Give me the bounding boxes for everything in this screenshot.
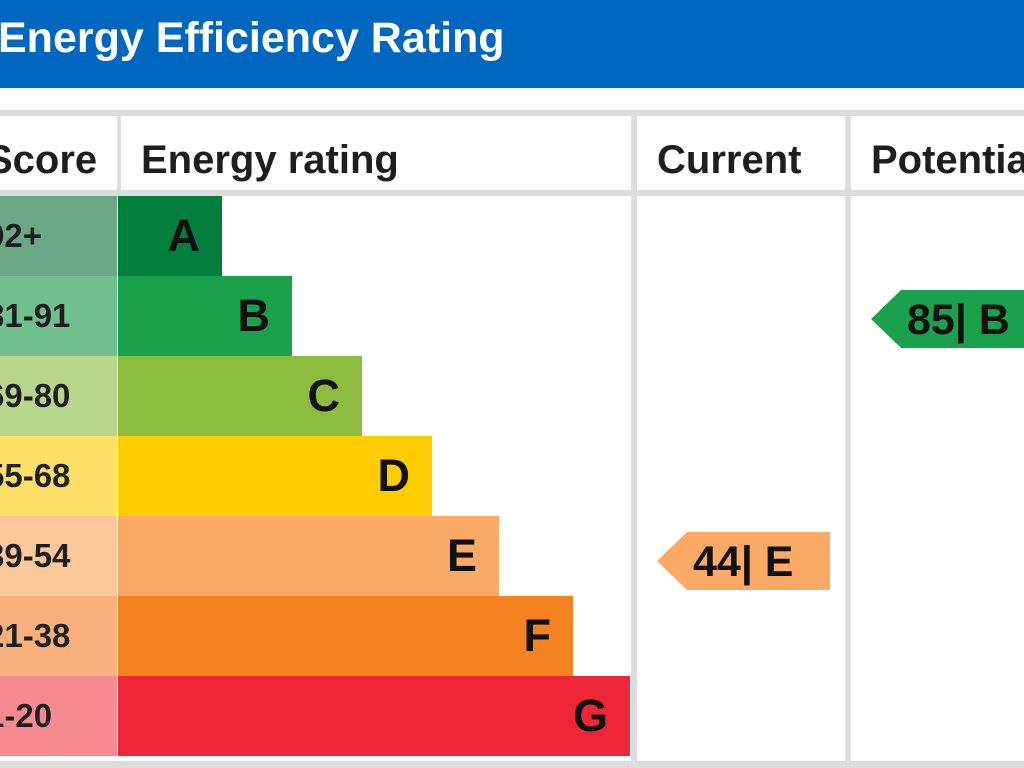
band-bar-c: C [118, 356, 362, 436]
band-bar-d: D [118, 436, 432, 516]
current-header-cell: Current [637, 116, 845, 190]
chart-title: Energy Efficiency Rating [0, 14, 505, 62]
score-range-e: 39-54 [0, 516, 117, 596]
band-bar-a: A [118, 196, 222, 276]
score-range-d: 55-68 [0, 436, 117, 516]
score-range-b: 81-91 [0, 276, 117, 356]
score-range-label: 39-54 [0, 537, 71, 574]
band-bar-f: F [118, 596, 573, 676]
potential-header-cell: Potential [851, 116, 1024, 190]
score-range-label: 55-68 [0, 457, 71, 494]
band-bar-b: B [118, 276, 292, 356]
current-marker: 44| E [657, 532, 830, 590]
score-header: Score [0, 138, 98, 182]
score-range-f: 21-38 [0, 596, 117, 676]
potential-column: 85| B [851, 196, 1024, 761]
score-range-label: 21-38 [0, 617, 71, 654]
potential-arrow [871, 290, 1024, 348]
band-bar-g: G [118, 676, 630, 756]
score-range-label: 1-20 [0, 697, 53, 734]
rating-header-cell: Energy rating [121, 116, 631, 190]
score-range-c: 69-80 [0, 356, 117, 436]
bands-area: 92+ A 81-91 B 69-80 C 55-68 D 39-54 E 21-38 F 1-20 G [0, 196, 631, 761]
potential-header: Potential [871, 138, 1024, 182]
score-header-cell: Score [0, 116, 117, 190]
current-column: 44| E [637, 196, 845, 761]
current-header: Current [657, 138, 802, 182]
score-range-label: 69-80 [0, 377, 71, 414]
score-range-g: 1-20 [0, 676, 117, 756]
current-label: 44| E [693, 538, 794, 586]
score-range-a: 92+ [0, 196, 117, 276]
title-bar: Energy Efficiency Rating [0, 0, 1024, 88]
potential-marker: 85| B [871, 290, 1024, 348]
current-arrow [657, 532, 830, 590]
score-range-label: 92+ [0, 217, 42, 254]
score-range-label: 81-91 [0, 297, 71, 334]
rating-header: Energy rating [141, 138, 399, 182]
rating-table: Score Energy rating Current Potential 92… [0, 110, 1024, 768]
potential-label: 85| B [907, 296, 1010, 344]
band-bar-e: E [118, 516, 499, 596]
